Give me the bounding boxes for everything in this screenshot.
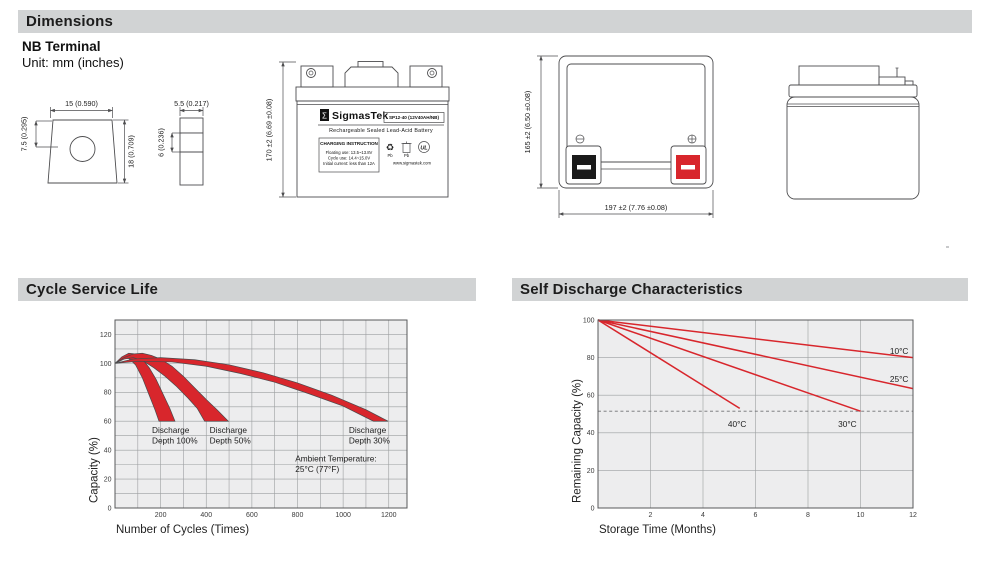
plus-vent-icon — [687, 134, 697, 144]
dim-terminal-width: 15 (0.590) — [65, 99, 98, 108]
self-discharge-chart: 10°C 25°C 30°C 40°C 2 4 6 8 10 12 0 20 40 60 80 100 Stor… — [572, 317, 917, 536]
battery-type-line: Rechargeable Sealed Lead-Acid Battery — [329, 128, 433, 134]
chart-annotation: Discharge Depth 50% — [210, 425, 252, 446]
x-tick-label: 8 — [806, 512, 810, 519]
y-tick-label: 0 — [108, 505, 112, 512]
discharge-band — [114, 352, 230, 422]
battery-top-view-drawing: 165 ±2 (6.50 ±0.08) 197 ±2 (7.76 ±0.08) — [523, 55, 714, 218]
discharge-band — [114, 357, 389, 422]
cycle-life-title: Cycle Service Life — [26, 281, 159, 298]
series-label: 40°C — [728, 419, 747, 429]
dimensions-section-header: Dimensions — [18, 10, 972, 33]
y-tick-label: 20 — [587, 468, 595, 475]
temperature-line — [597, 319, 861, 412]
terminal-type-label: NB Terminal — [22, 39, 101, 54]
website-text: www.sigmastek.com — [393, 161, 431, 166]
x-tick-label: 4 — [701, 512, 705, 519]
dim-terminal-slot: 6 (0.236) — [157, 128, 166, 157]
chart-annotation: Discharge Depth 100% — [152, 425, 198, 446]
terminal-front-view-drawing: 15 (0.590) 7.5 (0.295) 18 (0.709) — [20, 99, 136, 184]
y-tick-label: 80 — [104, 390, 112, 397]
y-tick-label: 20 — [104, 476, 112, 483]
dim-battery-height: 170 ±2 (6.69 ±0.08) — [265, 99, 274, 162]
y-tick-label: 120 — [100, 332, 112, 339]
sigma-logo-icon: Σ — [322, 112, 327, 121]
y-tick-label: 40 — [587, 430, 595, 437]
svg-text:UL: UL — [420, 145, 428, 151]
series-label: 30°C — [838, 419, 857, 429]
print-artifact-dot — [946, 246, 949, 248]
y-tick-label: 80 — [587, 355, 595, 362]
model-number: SP12-40 (12V40AH/NB) — [389, 115, 440, 120]
x-axis-label: Number of Cycles (Times) — [116, 524, 249, 536]
charging-line-2: Cycle use: 14.4~15.0V — [328, 156, 370, 161]
charging-line-3: Initial current: less than 12A — [323, 161, 375, 166]
dim-terminal-height: 18 (0.709) — [127, 135, 136, 168]
x-tick-label: 10 — [857, 512, 865, 519]
y-axis-label: Remaining Capacity (%) — [572, 379, 584, 503]
trash-bin-icon — [401, 141, 412, 153]
series-label: 25°C — [890, 374, 909, 384]
minus-vent-icon — [575, 134, 585, 144]
x-axis-label: Storage Time (Months) — [599, 524, 716, 536]
x-tick-label: 600 — [246, 512, 258, 519]
battery-side-view-drawing — [786, 65, 920, 200]
cycle-service-life-chart: 200 400 600 800 1000 1200 0 20 40 60 80 100 120 Numbe… — [89, 319, 408, 536]
x-tick-label: 400 — [200, 512, 212, 519]
dimension-drawings: 15 (0.590) 7.5 (0.295) 18 (0.709) 5.5 (0… — [20, 55, 920, 218]
terminal-side-view-drawing: 5.5 (0.217) 6 (0.236) — [157, 99, 209, 186]
chart-annotation: Ambient Temperature: 25°C (77°F) — [295, 454, 376, 475]
y-tick-label: 100 — [100, 361, 112, 368]
x-tick-label: 200 — [155, 512, 167, 519]
y-tick-label: 40 — [104, 448, 112, 455]
series-label: 10°C — [890, 346, 909, 356]
recycle-pb-icon: ♻ — [386, 143, 395, 154]
cycle-life-section-header: Cycle Service Life — [18, 278, 476, 301]
x-tick-label: 1000 — [335, 512, 351, 519]
battery-front-view-drawing: 170 ±2 (6.69 ±0.08) Σ SigmasTek SP12-40 … — [265, 61, 450, 198]
y-tick-label: 60 — [587, 393, 595, 400]
x-tick-label: 2 — [649, 512, 653, 519]
y-axis-label: Capacity (%) — [89, 437, 101, 503]
pb-label-2: Pb — [404, 153, 410, 158]
pb-label-1: Pb — [387, 153, 393, 158]
self-discharge-title: Self Discharge Characteristics — [520, 281, 743, 298]
dim-battery-depth: 165 ±2 (6.50 ±0.08) — [523, 91, 532, 154]
y-tick-label: 0 — [591, 505, 595, 512]
self-discharge-section-header: Self Discharge Characteristics — [512, 278, 968, 301]
x-tick-label: 1200 — [381, 512, 397, 519]
y-tick-label: 60 — [104, 419, 112, 426]
x-tick-label: 800 — [292, 512, 304, 519]
chart-annotation: Discharge Depth 30% — [349, 425, 391, 446]
temperature-line — [597, 319, 914, 390]
brand-name: SigmasTek — [332, 110, 388, 122]
temperature-line — [597, 319, 914, 359]
charging-line-1: Floating use: 13.5~13.8V — [326, 150, 373, 155]
ul-mark-icon: UL — [418, 141, 430, 153]
x-tick-label: 12 — [909, 512, 917, 519]
dimensions-title: Dimensions — [26, 13, 114, 30]
dim-battery-length: 197 ±2 (7.76 ±0.08) — [605, 203, 668, 212]
battery-face-label: Σ SigmasTek SP12-40 (12V40AH/NB) Recharg… — [318, 109, 445, 173]
y-tick-label: 100 — [583, 317, 595, 324]
x-tick-label: 6 — [754, 512, 758, 519]
temperature-line — [597, 319, 741, 409]
dim-terminal-thickness: 5.5 (0.217) — [174, 99, 209, 108]
charging-instruction-title: CHARGING INSTRUCTION — [320, 141, 378, 146]
dim-terminal-hole-offset: 7.5 (0.295) — [20, 117, 29, 152]
unit-note: Unit: mm (inches) — [22, 55, 124, 70]
